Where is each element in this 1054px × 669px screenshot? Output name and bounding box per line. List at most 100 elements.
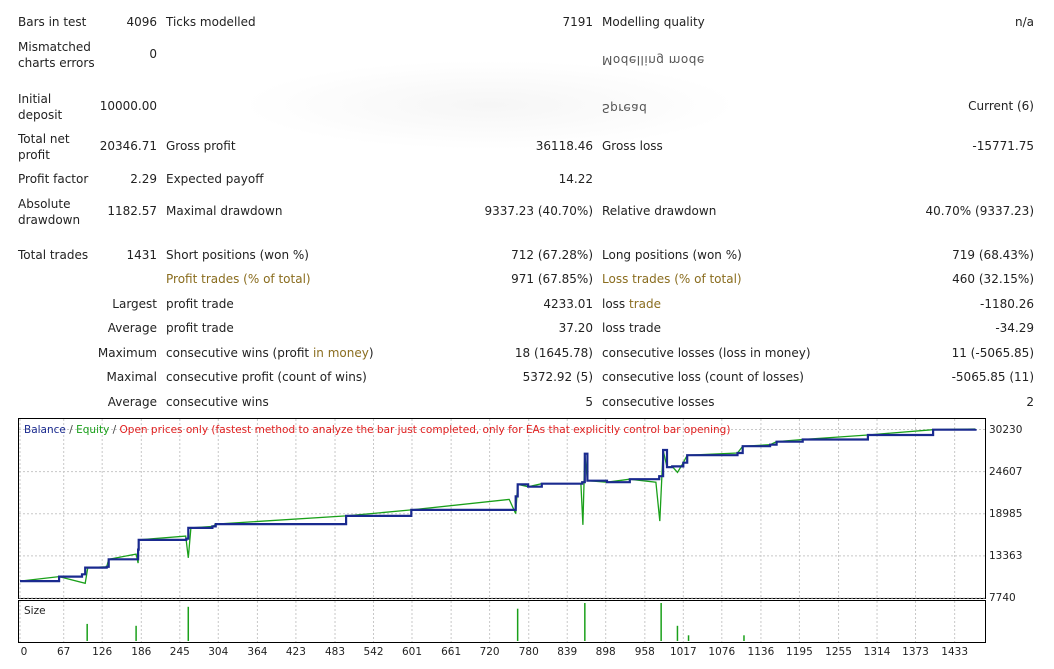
profit-trades-label-b: % of total — [247, 272, 306, 286]
average-label: Average — [107, 321, 157, 335]
profit-trades-label-a: Profit trades ( — [166, 272, 248, 286]
loss-trades-value: 460 (32.15%) — [952, 272, 1034, 286]
x-tick-label: 126 — [92, 646, 113, 658]
x-tick-label: 1136 — [747, 646, 775, 658]
largest-loss-label: loss trade — [602, 297, 661, 312]
x-tick-label: 720 — [479, 646, 500, 658]
average-profit-label: profit trade — [166, 321, 234, 335]
x-tick-label: 661 — [441, 646, 462, 658]
max-consec-wins-label-b: in money — [312, 346, 369, 360]
profit-factor-value: 2.29 — [130, 172, 157, 186]
maximal-consec-profit-value: 5372.92 (5) — [522, 370, 593, 384]
x-tick-label: 423 — [285, 646, 306, 658]
modelling-mode-mirrored: Modelling mode — [602, 53, 705, 67]
expected-payoff-value: 14.22 — [558, 172, 593, 186]
x-tick-label: 958 — [634, 646, 655, 658]
avg-consec-wins-value: 5 — [585, 395, 593, 409]
x-tick-label: 898 — [595, 646, 616, 658]
total-net-profit-value: 20346.71 — [99, 139, 157, 153]
balance-line — [20, 428, 977, 583]
avg-consec-losses-value: 2 — [1026, 395, 1034, 409]
average-loss-label: loss trade — [602, 321, 661, 335]
max-consec-losses-label: consecutive losses (loss in money) — [602, 346, 811, 360]
loss-trades-label: Loss trades (% of total) — [602, 272, 742, 287]
maximal-consec-loss-label: consecutive loss (count of losses) — [602, 370, 804, 384]
loss-trades-label-a: Loss — [602, 272, 629, 286]
x-tick-label: 1433 — [941, 646, 969, 658]
profit-factor-label: Profit factor — [18, 172, 89, 186]
legend-sep-1: / — [65, 424, 77, 436]
max-consec-wins-label-c: ) — [368, 346, 374, 360]
x-tick-label: 245 — [169, 646, 190, 658]
x-tick-label: 304 — [208, 646, 229, 658]
long-positions-value: 719 (68.43%) — [952, 248, 1034, 262]
max-consec-wins-label: consecutive wins (profit in money) — [166, 346, 374, 361]
average2-label: Average — [107, 395, 157, 409]
modelling-quality-value: n/a — [1014, 15, 1034, 29]
x-tick-label: 601 — [401, 646, 423, 658]
legend-sep-2: / — [109, 424, 120, 436]
spread-value: Current (6) — [968, 99, 1034, 113]
avg-consec-wins-label: consecutive wins — [166, 395, 269, 409]
average-loss-value: -34.29 — [995, 321, 1034, 335]
initial-deposit-value: 10000.00 — [99, 99, 157, 113]
largest-loss-label-b: trade — [629, 297, 661, 311]
mismatched-errors-value: 0 — [149, 47, 157, 61]
x-tick-label: 67 — [57, 646, 71, 658]
x-tick-label: 542 — [363, 646, 384, 658]
legend-equity: Equity — [76, 424, 110, 436]
modelling-quality-label: Modelling quality — [602, 15, 705, 29]
expected-payoff-label: Expected payoff — [166, 172, 264, 186]
largest-loss-label-a: loss — [602, 297, 629, 311]
gross-loss-label: Gross loss — [602, 139, 663, 153]
size-chart — [18, 600, 986, 643]
x-tick-label: 1314 — [863, 646, 891, 658]
maximal-label: Maximal — [106, 370, 157, 384]
largest-label: Largest — [112, 297, 157, 311]
x-tick-label: 364 — [247, 646, 268, 658]
total-net-profit-label: Total net profit — [18, 132, 70, 162]
profit-trades-label-c: ) — [305, 272, 311, 286]
profit-trades-value: 971 (67.85%) — [511, 272, 593, 286]
largest-loss-value: -1180.26 — [980, 297, 1034, 311]
x-tick-label: 1255 — [825, 646, 852, 658]
x-tick-label: 0 — [20, 646, 28, 658]
y-tick-label: 18985 — [989, 507, 1023, 520]
loss-trades-label-b: trades (% of total) — [628, 272, 742, 286]
legend-mode: Open prices only (fastest method to anal… — [119, 424, 731, 436]
total-trades-label: Total trades — [18, 248, 89, 262]
ticks-modelled-value: 7191 — [562, 15, 593, 29]
largest-profit-value: 4233.01 — [543, 297, 593, 311]
x-tick-label: 186 — [131, 646, 152, 658]
gross-profit-label: Gross profit — [166, 139, 236, 153]
mismatched-errors-label: Mismatched charts errors — [18, 40, 95, 70]
bars-in-test-value: 4096 — [126, 15, 157, 29]
watermark-shadow — [240, 60, 740, 150]
relative-drawdown-value: 40.70% (9337.23) — [925, 204, 1034, 218]
size-chart-frame — [18, 600, 986, 643]
maximal-consec-loss-value: -5065.85 (11) — [951, 370, 1034, 384]
short-positions-value: 712 (67.28%) — [511, 248, 593, 262]
size-label: Size — [24, 605, 46, 617]
short-positions-label: Short positions (won %) — [166, 248, 309, 262]
profit-trades-label: Profit trades (% of total) — [166, 272, 311, 287]
y-tick-label: 13363 — [989, 549, 1023, 562]
maximum-label: Maximum — [97, 346, 157, 360]
avg-consec-losses-label: consecutive losses — [602, 395, 715, 409]
absolute-drawdown-value: 1182.57 — [107, 204, 157, 218]
largest-profit-label: profit trade — [166, 297, 234, 311]
ticks-modelled-label: Ticks modelled — [166, 15, 256, 29]
chart-legend: Balance / Equity / Open prices only (fas… — [24, 424, 730, 436]
x-tick-label: 1373 — [902, 646, 929, 658]
gross-loss-value: -15771.75 — [972, 139, 1034, 153]
long-positions-label: Long positions (won %) — [602, 248, 742, 262]
x-tick-label: 1076 — [708, 646, 736, 658]
absolute-drawdown-label: Absolute drawdown — [18, 197, 81, 227]
x-tick-label: 839 — [557, 646, 578, 658]
maximal-drawdown-label: Maximal drawdown — [166, 204, 283, 218]
y-tick-label: 30230 — [989, 423, 1023, 436]
maximal-drawdown-value: 9337.23 (40.70%) — [484, 204, 593, 218]
relative-drawdown-label: Relative drawdown — [602, 204, 717, 218]
total-trades-value: 1431 — [126, 248, 157, 262]
max-consec-losses-value: 11 (-5065.85) — [951, 346, 1034, 360]
